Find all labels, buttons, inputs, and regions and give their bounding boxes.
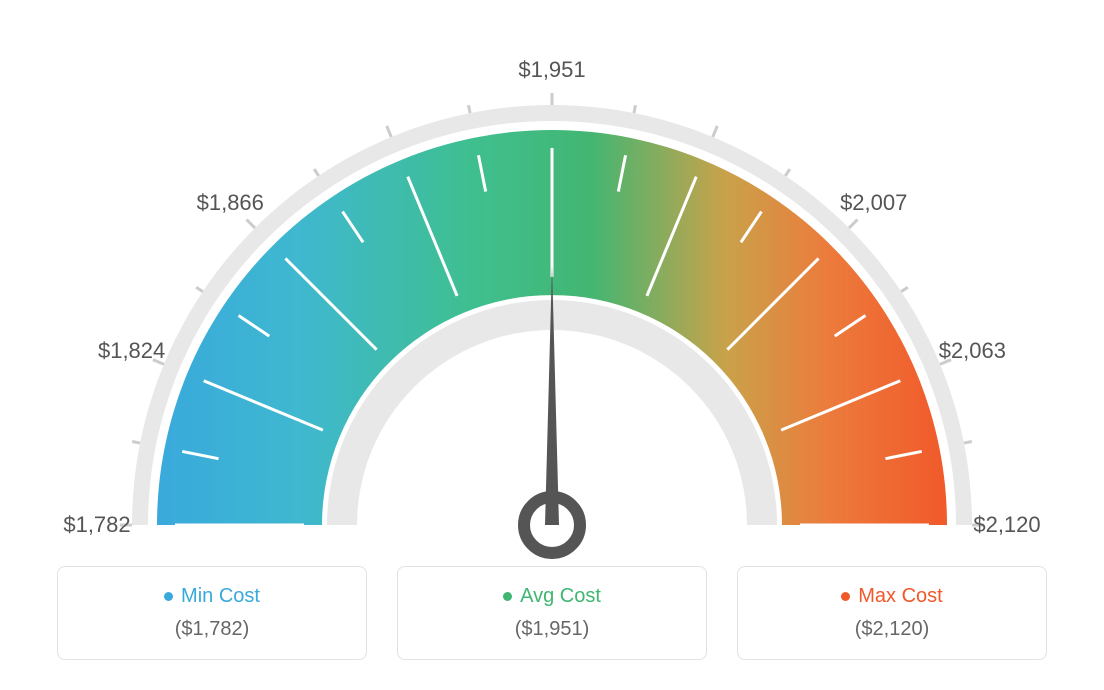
max-dot-icon <box>841 592 850 601</box>
legend-title-text: Avg Cost <box>520 585 601 608</box>
gauge-svg <box>0 50 1104 610</box>
gauge-tick-label: $2,063 <box>939 338 1006 364</box>
legend-title-text: Max Cost <box>858 585 942 608</box>
min-dot-icon <box>164 592 173 601</box>
gauge-tick-label: $1,824 <box>98 338 165 364</box>
gauge-tick-label: $2,007 <box>840 190 907 216</box>
legend-card-max: Max Cost ($2,120) <box>737 566 1047 660</box>
legend-card-min: Min Cost ($1,782) <box>57 566 367 660</box>
legend-title-text: Min Cost <box>181 585 260 608</box>
gauge-tick-label: $1,866 <box>197 190 264 216</box>
avg-dot-icon <box>503 592 512 601</box>
gauge-tick-label: $2,120 <box>973 512 1040 538</box>
gauge-tick-label: $1,951 <box>518 57 585 83</box>
legend-card-avg: Avg Cost ($1,951) <box>397 566 707 660</box>
legend-value-min: ($1,782) <box>82 618 342 641</box>
legend-title-min: Min Cost <box>164 585 260 608</box>
legend-value-max: ($2,120) <box>762 618 1022 641</box>
gauge-chart: $1,782 $1,824 $1,866 $1,951 $2,007 $2,063 $2,1… <box>0 0 1104 560</box>
legend-row: Min Cost ($1,782) Avg Cost ($1,951) Max Cost… <box>0 566 1104 660</box>
legend-value-avg: ($1,951) <box>422 618 682 641</box>
gauge-tick-label: $1,782 <box>63 512 130 538</box>
legend-title-avg: Avg Cost <box>503 585 601 608</box>
legend-title-max: Max Cost <box>841 585 942 608</box>
